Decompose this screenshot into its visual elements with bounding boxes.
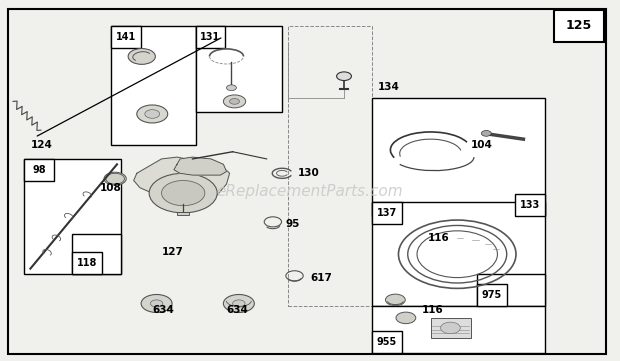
Text: 108: 108: [100, 183, 122, 193]
Circle shape: [386, 294, 405, 306]
Circle shape: [337, 72, 352, 81]
Circle shape: [141, 295, 172, 313]
Text: 131: 131: [200, 32, 221, 42]
Circle shape: [151, 300, 163, 307]
Text: 125: 125: [566, 19, 592, 32]
Circle shape: [229, 99, 239, 104]
Text: 134: 134: [378, 82, 400, 92]
Text: 955: 955: [376, 337, 397, 347]
Circle shape: [128, 48, 156, 64]
Text: 116: 116: [422, 305, 443, 315]
Bar: [372, 306, 545, 353]
Text: 124: 124: [30, 140, 52, 149]
Text: 975: 975: [482, 290, 502, 300]
Bar: [195, 26, 225, 48]
Text: 98: 98: [32, 165, 46, 175]
Bar: [372, 98, 545, 217]
Circle shape: [223, 295, 254, 313]
Text: 634: 634: [226, 305, 249, 315]
Text: 137: 137: [376, 208, 397, 218]
Bar: [72, 252, 102, 274]
Circle shape: [441, 322, 460, 334]
Bar: [111, 26, 141, 48]
Circle shape: [145, 110, 160, 118]
Bar: [477, 284, 507, 306]
Bar: [195, 26, 282, 112]
Bar: [372, 202, 545, 306]
Text: 116: 116: [428, 233, 450, 243]
Text: 130: 130: [298, 168, 319, 178]
Circle shape: [226, 85, 236, 91]
Text: 141: 141: [115, 32, 136, 42]
Bar: [431, 318, 471, 338]
Circle shape: [481, 131, 491, 136]
Circle shape: [396, 312, 416, 323]
Text: 118: 118: [76, 258, 97, 268]
Bar: [554, 10, 604, 42]
Text: 104: 104: [471, 140, 493, 149]
Polygon shape: [134, 157, 229, 204]
Bar: [24, 159, 54, 181]
Bar: [515, 194, 545, 217]
Bar: [477, 274, 545, 306]
Text: 634: 634: [153, 305, 174, 315]
Bar: [177, 212, 189, 215]
Polygon shape: [174, 157, 226, 175]
Circle shape: [104, 172, 126, 185]
Bar: [372, 202, 402, 225]
Circle shape: [162, 180, 205, 206]
Circle shape: [223, 95, 246, 108]
Text: 617: 617: [310, 273, 332, 283]
Bar: [111, 26, 195, 144]
Text: 95: 95: [285, 219, 299, 229]
Bar: [372, 331, 402, 353]
Circle shape: [149, 173, 217, 213]
Text: 127: 127: [162, 247, 184, 257]
Bar: [288, 26, 372, 306]
Text: eReplacementParts.com: eReplacementParts.com: [216, 184, 404, 199]
Text: 133: 133: [520, 200, 541, 210]
Bar: [24, 159, 122, 274]
Circle shape: [137, 105, 168, 123]
Circle shape: [232, 300, 245, 307]
Bar: [72, 234, 122, 274]
